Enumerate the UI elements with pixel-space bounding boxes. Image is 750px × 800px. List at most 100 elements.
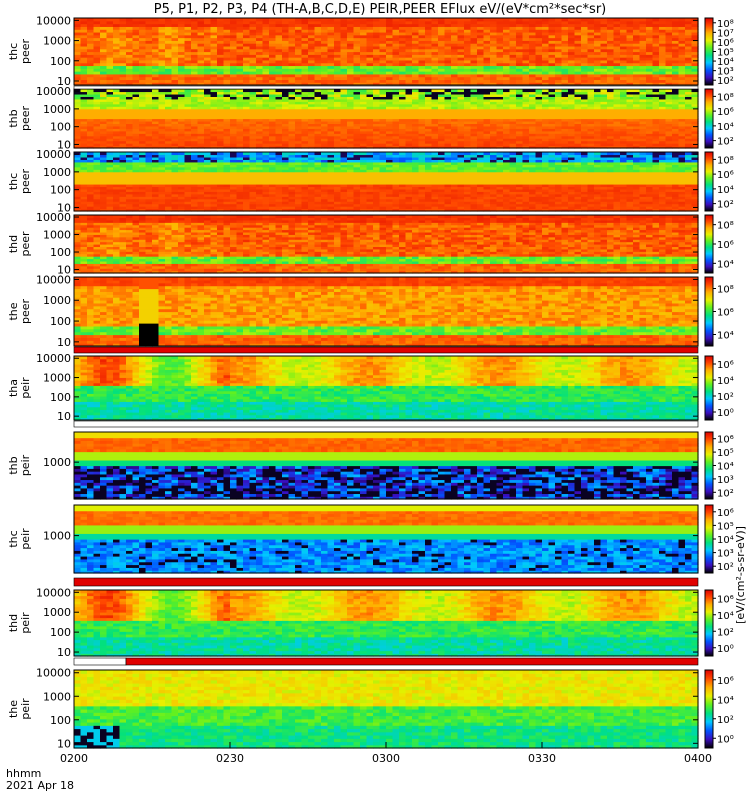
heatmap-cell bbox=[145, 62, 153, 67]
heatmap-cell bbox=[249, 20, 257, 25]
heatmap-cell bbox=[425, 98, 433, 102]
heatmap-cell bbox=[568, 76, 576, 81]
heatmap-cell bbox=[87, 65, 95, 69]
heatmap-cell bbox=[314, 59, 322, 64]
heatmap-cell bbox=[165, 133, 173, 137]
heatmap-cell bbox=[483, 68, 491, 72]
heatmap-cell bbox=[652, 29, 660, 33]
heatmap-cell bbox=[360, 48, 368, 53]
heatmap-cell bbox=[457, 26, 465, 30]
heatmap-cell bbox=[366, 135, 374, 139]
heatmap-cell bbox=[145, 125, 153, 129]
heatmap-cell bbox=[431, 103, 439, 107]
heatmap-cell bbox=[360, 20, 368, 25]
heatmap-cell bbox=[223, 89, 231, 93]
heatmap-cell bbox=[613, 18, 621, 22]
heatmap-cell bbox=[113, 40, 121, 44]
heatmap-cell bbox=[87, 116, 95, 120]
heatmap-cell bbox=[425, 123, 433, 127]
heatmap-cell bbox=[412, 111, 420, 115]
heatmap-cell bbox=[145, 59, 153, 64]
heatmap-cell bbox=[561, 59, 569, 64]
heatmap-cell bbox=[464, 101, 472, 105]
heatmap-cell bbox=[652, 26, 660, 30]
heatmap-cell bbox=[126, 130, 134, 134]
heatmap-cell bbox=[74, 51, 82, 55]
heatmap-cell bbox=[360, 45, 368, 50]
heatmap-cell bbox=[457, 103, 465, 107]
heatmap-cell bbox=[522, 65, 530, 69]
heatmap-cell bbox=[158, 82, 166, 86]
heatmap-cell bbox=[360, 98, 368, 102]
heatmap-cell bbox=[262, 79, 270, 83]
heatmap-cell bbox=[171, 103, 179, 107]
heatmap-cell bbox=[269, 45, 277, 50]
heatmap-cell bbox=[301, 93, 309, 97]
heatmap-cell bbox=[210, 40, 218, 44]
heatmap-cell bbox=[386, 98, 394, 102]
heatmap-cell bbox=[262, 73, 270, 78]
heatmap-cell bbox=[581, 82, 589, 86]
heatmap-cell bbox=[503, 20, 511, 25]
heatmap-cell bbox=[613, 76, 621, 81]
heatmap-cell bbox=[126, 51, 134, 55]
heatmap-cell bbox=[431, 29, 439, 33]
heatmap-cell bbox=[672, 23, 680, 27]
heatmap-cell bbox=[210, 138, 218, 142]
heatmap-cell bbox=[652, 31, 660, 36]
heatmap-cell bbox=[113, 76, 121, 81]
heatmap-cell bbox=[282, 138, 290, 142]
heatmap-cell bbox=[288, 138, 296, 142]
heatmap-cell bbox=[444, 18, 452, 22]
heatmap-cell bbox=[379, 101, 387, 105]
heatmap-cell bbox=[132, 101, 140, 105]
heatmap-cell bbox=[223, 18, 231, 22]
heatmap-cell bbox=[106, 71, 114, 75]
heatmap-cell bbox=[607, 51, 615, 55]
heatmap-cell bbox=[145, 123, 153, 127]
heatmap-cell bbox=[444, 138, 452, 142]
heatmap-cell bbox=[119, 108, 127, 112]
heatmap-cell bbox=[262, 108, 270, 112]
heatmap-cell bbox=[347, 108, 355, 112]
heatmap-cell bbox=[470, 145, 478, 149]
heatmap-cell bbox=[418, 89, 426, 93]
heatmap-cell bbox=[139, 82, 147, 86]
heatmap-cell bbox=[217, 65, 225, 69]
heatmap-cell bbox=[509, 34, 517, 39]
heatmap-cell bbox=[386, 62, 394, 67]
heatmap-cell bbox=[113, 108, 121, 112]
heatmap-cell bbox=[249, 101, 257, 105]
heatmap-cell bbox=[373, 65, 381, 69]
heatmap-cell bbox=[678, 71, 686, 75]
heatmap-cell bbox=[561, 20, 569, 25]
heatmap-cell bbox=[386, 125, 394, 129]
heatmap-cell bbox=[418, 133, 426, 137]
heatmap-cell bbox=[626, 43, 634, 47]
heatmap-cell bbox=[425, 20, 433, 25]
heatmap-cell bbox=[529, 71, 537, 75]
heatmap-cell bbox=[516, 62, 524, 67]
heatmap-cell bbox=[457, 113, 465, 117]
heatmap-cell bbox=[340, 23, 348, 27]
heatmap-cell bbox=[165, 96, 173, 100]
heatmap-cell bbox=[321, 40, 329, 44]
heatmap-cell bbox=[340, 93, 348, 97]
heatmap-cell bbox=[236, 76, 244, 81]
heatmap-cell bbox=[308, 59, 316, 64]
heatmap-cell bbox=[74, 133, 82, 137]
heatmap-cell bbox=[230, 54, 238, 58]
heatmap-cell bbox=[366, 118, 374, 122]
heatmap-cell bbox=[392, 135, 400, 139]
heatmap-cell bbox=[379, 89, 387, 93]
heatmap-cell bbox=[275, 143, 283, 147]
heatmap-cell bbox=[678, 45, 686, 50]
heatmap-cell bbox=[386, 106, 394, 110]
heatmap-cell bbox=[548, 57, 556, 61]
heatmap-cell bbox=[223, 125, 231, 129]
colorbar-tick-label: 10⁸ bbox=[717, 19, 734, 30]
heatmap-cell bbox=[197, 59, 205, 64]
heatmap-cell bbox=[477, 89, 485, 93]
heatmap-cell bbox=[139, 98, 147, 102]
heatmap-cell bbox=[399, 43, 407, 47]
